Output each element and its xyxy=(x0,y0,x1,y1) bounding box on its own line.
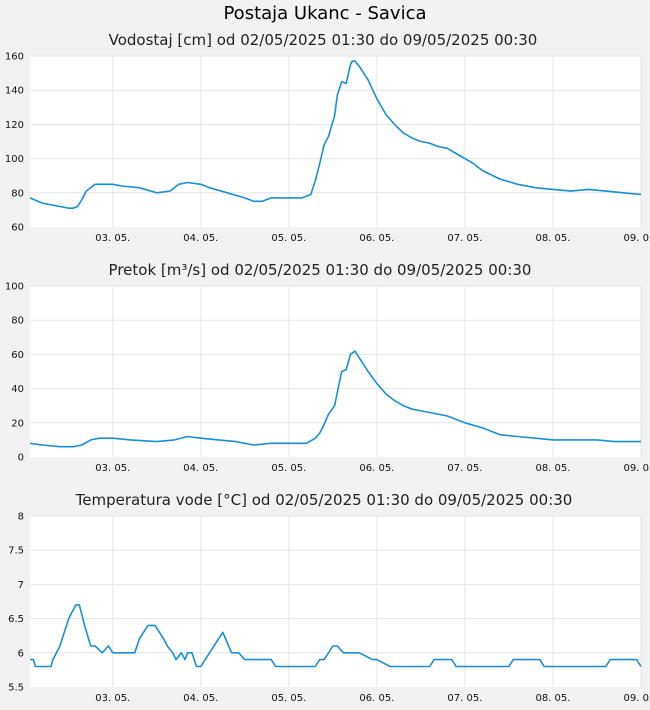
y-tick-label: 80 xyxy=(11,188,24,199)
x-tick-label: 09. 05. xyxy=(624,233,650,244)
y-tick-label: 40 xyxy=(11,384,24,395)
y-tick-label: 120 xyxy=(5,120,24,131)
x-axis: 03. 05. 04. 05. 05. 05. 06. 05. 07. 05. 08. 0… xyxy=(95,693,650,704)
y-tick-label: 8 xyxy=(18,512,24,523)
x-tick-label: 05. 05. xyxy=(271,463,306,474)
plot-area xyxy=(30,56,641,227)
y-tick-label: 140 xyxy=(5,86,24,97)
x-tick-label: 09. 05. xyxy=(624,463,650,474)
x-tick-label: 03. 05. xyxy=(95,463,130,474)
x-tick-label: 06. 05. xyxy=(359,463,394,474)
chart-title: Vodostaj [cm] od 02/05/2025 01:30 do 09/… xyxy=(109,31,538,49)
y-tick-label: 100 xyxy=(5,154,24,165)
x-tick-label: 04. 05. xyxy=(183,233,218,244)
x-tick-label: 09. 05. xyxy=(624,693,650,704)
x-tick-label: 08. 05. xyxy=(535,233,570,244)
y-axis: 0 20 40 60 80 100 xyxy=(5,282,24,464)
x-tick-label: 07. 05. xyxy=(447,463,482,474)
x-tick-label: 05. 05. xyxy=(271,233,306,244)
water-temperature-series-line xyxy=(30,604,642,668)
x-tick-label: 04. 05. xyxy=(183,693,218,704)
x-tick-label: 07. 05. xyxy=(447,233,482,244)
grid-lines xyxy=(30,285,642,457)
grid-lines xyxy=(30,55,642,227)
x-tick-label: 08. 05. xyxy=(535,463,570,474)
x-tick-label: 07. 05. xyxy=(447,693,482,704)
plot-area xyxy=(30,286,641,457)
flow-rate-series-line xyxy=(29,350,641,448)
y-tick-label: 60 xyxy=(11,223,24,234)
x-tick-label: 08. 05. xyxy=(535,693,570,704)
water-level-series-line xyxy=(29,60,642,209)
x-axis: 03. 05. 04. 05. 05. 05. 06. 05. 07. 05. 08. 0… xyxy=(95,233,650,244)
x-tick-label: 03. 05. xyxy=(95,693,130,704)
y-tick-label: 100 xyxy=(5,282,24,293)
x-tick-label: 05. 05. xyxy=(271,693,306,704)
x-tick-label: 06. 05. xyxy=(359,233,394,244)
y-tick-label: 160 xyxy=(5,52,24,63)
y-tick-label: 7.5 xyxy=(8,546,24,557)
y-tick-label: 80 xyxy=(11,316,24,327)
water-level-chart: Vodostaj [cm] od 02/05/2025 01:30 do 09/… xyxy=(5,31,650,244)
x-axis: 03. 05. 04. 05. 05. 05. 06. 05. 07. 05. 08. 0… xyxy=(95,463,650,474)
flow-rate-chart: Pretok [m³/s] od 02/05/2025 01:30 do 09/… xyxy=(5,261,650,474)
y-tick-label: 7 xyxy=(18,580,24,591)
x-tick-label: 04. 05. xyxy=(183,463,218,474)
y-tick-label: 60 xyxy=(11,350,24,361)
water-temperature-chart: Temperatura vode [°C] od 02/05/2025 01:3… xyxy=(8,491,650,704)
y-axis: 60 80 100 120 140 160 xyxy=(5,52,24,234)
plot-area xyxy=(30,516,641,687)
y-tick-label: 5.5 xyxy=(8,683,24,694)
x-tick-label: 03. 05. xyxy=(95,233,130,244)
y-tick-label: 6.5 xyxy=(8,614,24,625)
x-tick-label: 06. 05. xyxy=(359,693,394,704)
chart-title: Temperatura vode [°C] od 02/05/2025 01:3… xyxy=(75,491,573,509)
y-tick-label: 6 xyxy=(18,648,24,659)
y-tick-label: 0 xyxy=(18,453,24,464)
page-title: Postaja Ukanc - Savica xyxy=(223,3,427,24)
y-tick-label: 20 xyxy=(11,418,24,429)
chart-title: Pretok [m³/s] od 02/05/2025 01:30 do 09/… xyxy=(109,261,532,279)
y-axis: 5.5 6 6.5 7 7.5 8 xyxy=(8,512,24,694)
